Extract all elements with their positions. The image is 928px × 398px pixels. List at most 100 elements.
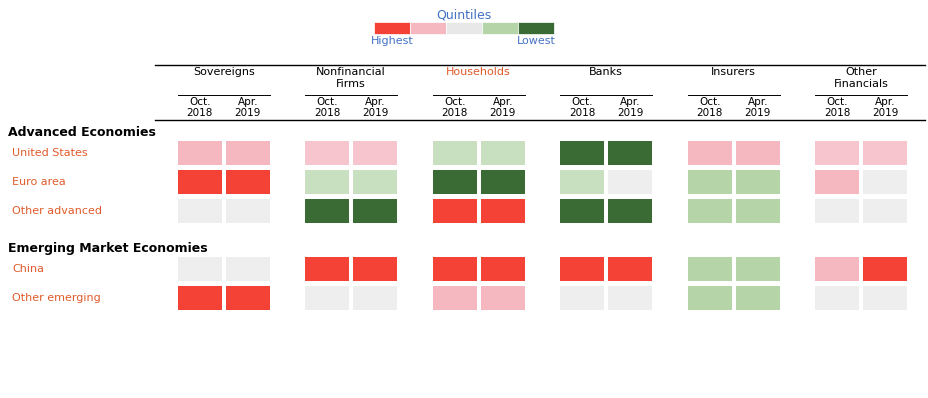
Text: 2018: 2018 [187, 108, 213, 118]
Text: Apr.: Apr. [874, 97, 895, 107]
Text: Apr.: Apr. [238, 97, 258, 107]
Text: Oct.: Oct. [826, 97, 847, 107]
Bar [432, 141, 476, 165]
Bar [305, 199, 349, 223]
Bar [862, 286, 907, 310]
Bar [432, 199, 476, 223]
Bar [518, 22, 553, 34]
Bar [305, 141, 349, 165]
Text: 2018: 2018 [569, 108, 595, 118]
Text: 2018: 2018 [314, 108, 340, 118]
Bar [480, 141, 524, 165]
Bar [226, 286, 269, 310]
Bar [226, 141, 269, 165]
Text: Banks: Banks [588, 67, 623, 77]
Text: Highest: Highest [370, 36, 413, 46]
Text: Oct.: Oct. [188, 97, 211, 107]
Bar [815, 257, 858, 281]
Text: Oct.: Oct. [316, 97, 338, 107]
Text: Insurers: Insurers [711, 67, 755, 77]
Bar [353, 199, 397, 223]
Bar [687, 199, 731, 223]
Bar [353, 257, 397, 281]
Bar [735, 141, 779, 165]
Text: 2019: 2019 [616, 108, 643, 118]
Text: 2018: 2018 [696, 108, 722, 118]
Bar [687, 286, 731, 310]
Bar [177, 257, 222, 281]
Bar [226, 257, 269, 281]
Text: Oct.: Oct. [444, 97, 465, 107]
Bar [226, 199, 269, 223]
Text: Oct.: Oct. [571, 97, 592, 107]
Text: 2019: 2019 [871, 108, 897, 118]
Bar [608, 286, 651, 310]
Text: Other
Financials: Other Financials [833, 67, 888, 89]
Text: Emerging Market Economies: Emerging Market Economies [8, 242, 207, 255]
Bar [862, 257, 907, 281]
Bar [374, 22, 409, 34]
Text: 2019: 2019 [234, 108, 261, 118]
Bar [177, 170, 222, 194]
Bar [687, 170, 731, 194]
Bar [608, 199, 651, 223]
Text: 2018: 2018 [823, 108, 849, 118]
Text: Apr.: Apr. [747, 97, 767, 107]
Text: Sovereigns: Sovereigns [193, 67, 254, 77]
Bar [815, 141, 858, 165]
Text: Advanced Economies: Advanced Economies [8, 126, 156, 139]
Bar [432, 286, 476, 310]
Bar [432, 170, 476, 194]
Bar [177, 286, 222, 310]
Text: China: China [12, 264, 44, 274]
Bar [177, 141, 222, 165]
Bar [226, 170, 269, 194]
Text: 2019: 2019 [743, 108, 770, 118]
Text: Nonfinancial
Firms: Nonfinancial Firms [316, 67, 386, 89]
Bar [305, 257, 349, 281]
Bar [480, 286, 524, 310]
Bar [735, 199, 779, 223]
Bar [735, 286, 779, 310]
Bar [560, 141, 603, 165]
Bar [432, 257, 476, 281]
Bar [480, 199, 524, 223]
Bar [560, 170, 603, 194]
Bar [608, 257, 651, 281]
Text: Other emerging: Other emerging [12, 293, 100, 303]
Bar [480, 257, 524, 281]
Bar [560, 286, 603, 310]
Bar [862, 170, 907, 194]
Bar [353, 170, 397, 194]
Text: 2019: 2019 [489, 108, 515, 118]
Bar [608, 170, 651, 194]
Text: Lowest: Lowest [516, 36, 555, 46]
Bar [480, 170, 524, 194]
Bar [815, 286, 858, 310]
Bar [409, 22, 445, 34]
Bar [353, 141, 397, 165]
Text: Apr.: Apr. [365, 97, 385, 107]
Text: Euro area: Euro area [12, 177, 66, 187]
Bar [735, 170, 779, 194]
Bar [735, 257, 779, 281]
Bar [815, 170, 858, 194]
Bar [177, 199, 222, 223]
Text: Quintiles: Quintiles [436, 8, 491, 21]
Bar [560, 257, 603, 281]
Bar [687, 141, 731, 165]
Bar [862, 141, 907, 165]
Text: 2018: 2018 [441, 108, 468, 118]
Text: Apr.: Apr. [619, 97, 639, 107]
Bar [305, 170, 349, 194]
Text: 2019: 2019 [362, 108, 388, 118]
Text: Apr.: Apr. [492, 97, 512, 107]
Text: United States: United States [12, 148, 87, 158]
Bar [353, 286, 397, 310]
Bar [305, 286, 349, 310]
Bar [560, 199, 603, 223]
Text: Households: Households [445, 67, 510, 77]
Bar [687, 257, 731, 281]
Bar [862, 199, 907, 223]
Bar [445, 22, 482, 34]
